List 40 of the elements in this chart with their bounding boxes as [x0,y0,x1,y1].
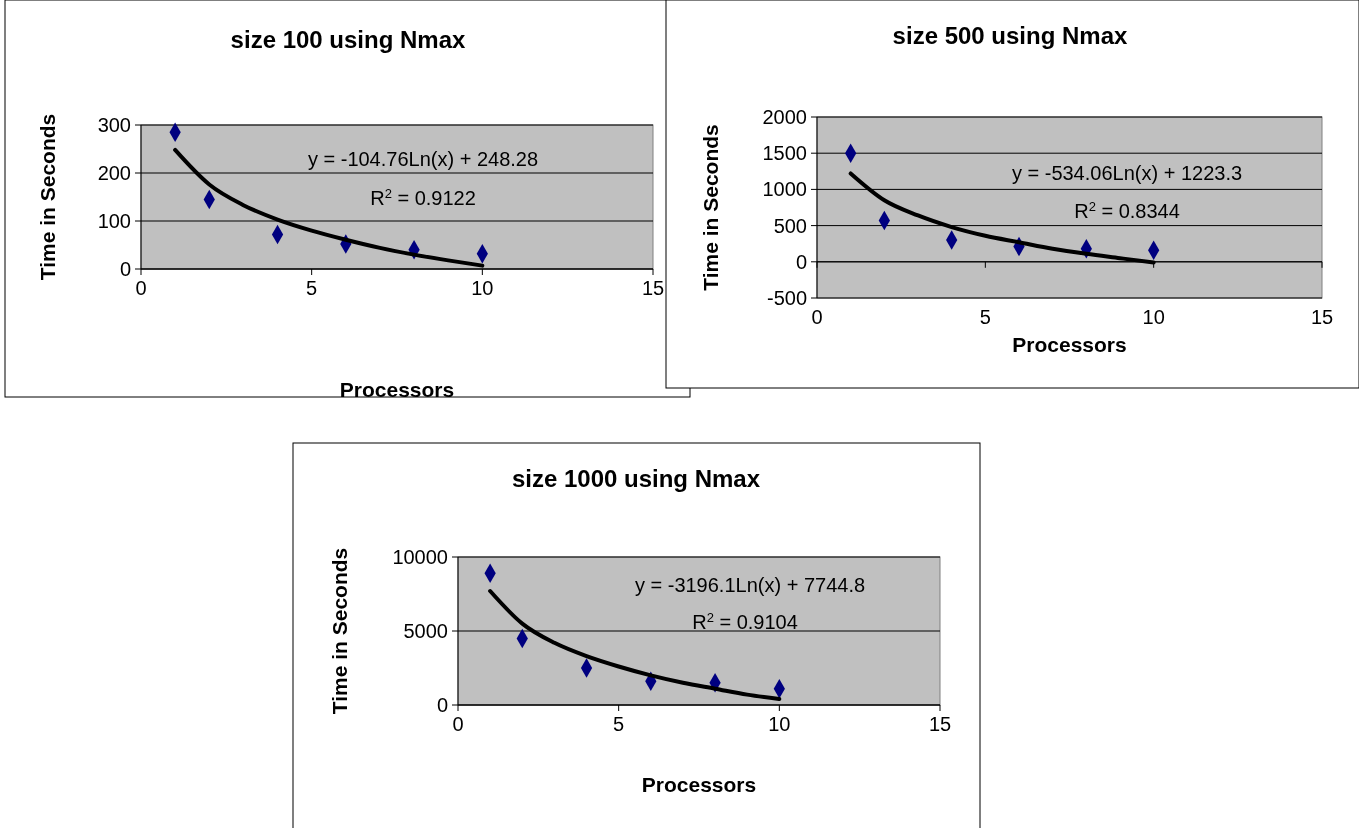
annotation: R$^{2}$ = 0.8344 [1074,198,1180,222]
x-tick-label: 10 [768,713,791,735]
chart-title: size 100 using Nmax [230,26,467,53]
x-tick-label: 15 [928,713,952,735]
x-tick-label: 5 [979,306,991,328]
x-axis-title: Processors [339,378,455,401]
x-tick-label: 15 [641,277,665,299]
y-axis-title: Time in Seconds [36,113,59,281]
y-tick-label: 1500 [762,142,807,165]
annotation: y = -104.76Ln(x) + 248.28 [307,148,539,170]
annotation: y = -3196.1Ln(x) + 7744.8 [634,574,866,596]
y-tick-label: 100 [97,210,131,232]
y-tick-label: 0 [795,250,807,273]
x-tick-label: 5 [613,713,625,735]
y-tick-label: 0 [436,694,448,716]
x-tick-label: 10 [471,277,494,299]
y-axis-title: Time in Seconds [328,547,351,715]
x-tick-label: 0 [452,713,464,735]
y-tick-label: -500 [766,287,807,309]
y-tick-label: 0 [119,258,131,280]
x-tick-label: 5 [306,277,318,299]
x-tick-label: 0 [811,306,823,328]
x-tick-label: 10 [1142,306,1165,328]
x-tick-label: 15 [1310,306,1334,328]
x-axis-title: Processors [1012,333,1127,356]
y-tick-label: 2000 [762,106,807,128]
y-tick-label: 200 [97,162,131,184]
chart-title: size 500 using Nmax [892,22,1129,49]
y-tick-label: 300 [97,114,131,136]
annotation: R$^{2}$ = 0.9104 [692,609,798,633]
y-axis-title: Time in Seconds [699,124,722,291]
annotation: R$^{2}$ = 0.9122 [370,185,476,209]
y-tick-label: 1000 [762,178,807,201]
x-axis-title: Processors [641,773,757,796]
y-tick-label: 5000 [403,620,448,642]
annotation: y = -534.06Ln(x) + 1223.3 [1011,162,1243,184]
y-tick-label: 500 [773,214,807,237]
y-tick-label: 10000 [392,546,448,568]
x-tick-label: 0 [135,277,147,299]
chart-title: size 1000 using Nmax [511,465,761,492]
